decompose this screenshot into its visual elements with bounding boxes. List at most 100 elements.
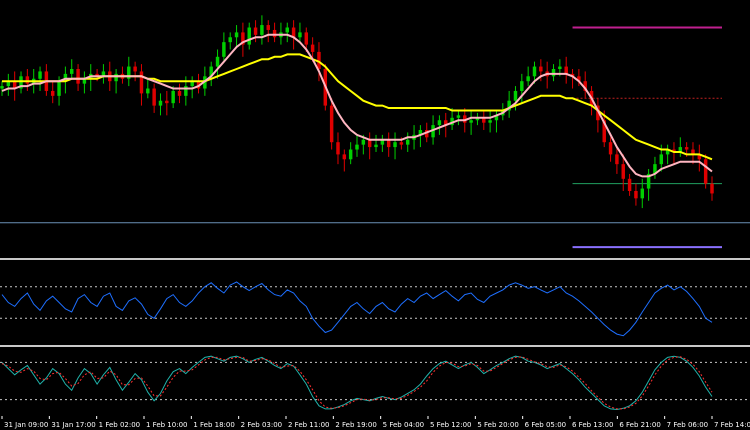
candle-body xyxy=(526,76,530,82)
x-tick-label: 2 Feb 19:00 xyxy=(335,421,376,429)
candle-body xyxy=(228,37,232,43)
candle-body xyxy=(583,81,587,91)
stoch-main-line xyxy=(1,355,713,411)
candle-body xyxy=(139,71,144,94)
candle-body xyxy=(146,88,150,94)
candle-body xyxy=(615,154,619,165)
candle-body xyxy=(336,142,340,155)
candle-body xyxy=(450,117,454,126)
candle-body xyxy=(133,66,137,72)
x-tick-label: 1 Feb 02:00 xyxy=(99,421,140,429)
candle-body xyxy=(342,154,347,160)
candle-body xyxy=(469,120,473,123)
x-tick-label: 7 Feb 14:00 xyxy=(714,421,750,429)
x-tick-label: 5 Feb 20:00 xyxy=(477,421,518,429)
candle-body xyxy=(253,27,258,35)
candle-body xyxy=(304,32,309,45)
candle-body xyxy=(114,73,118,82)
candle-body xyxy=(672,149,676,152)
candle-body xyxy=(418,130,423,135)
candle-body xyxy=(399,142,404,145)
candle-body xyxy=(665,149,670,155)
x-tick-label: 31 Jan 09:00 xyxy=(4,421,48,429)
candle-body xyxy=(50,90,55,96)
candle-body xyxy=(659,154,664,165)
ma-fast-line xyxy=(1,33,713,178)
candle-body xyxy=(298,32,302,38)
candle-body xyxy=(437,120,442,126)
candle-body xyxy=(329,105,334,143)
candle-body xyxy=(355,144,359,150)
candle-body xyxy=(634,191,638,199)
candle-body xyxy=(310,44,315,52)
candle-body xyxy=(596,105,600,121)
candle-body xyxy=(577,76,581,82)
candle-body xyxy=(101,71,106,77)
candle-body xyxy=(76,69,80,84)
candle-body xyxy=(222,42,226,57)
candle-body xyxy=(234,32,239,38)
candle-body xyxy=(564,66,568,74)
candle-body xyxy=(165,100,169,104)
candle-body xyxy=(697,154,702,160)
candle-body xyxy=(317,51,321,69)
rsi-pane xyxy=(0,281,750,337)
candle-body xyxy=(653,164,657,174)
candle-body xyxy=(152,88,156,106)
candle-body xyxy=(285,27,289,33)
candle-body xyxy=(678,147,683,152)
candle-body xyxy=(12,81,17,89)
x-tick-label: 31 Jan 17:00 xyxy=(51,421,95,429)
x-tick-label: 6 Feb 21:00 xyxy=(619,421,660,429)
candle-body xyxy=(266,25,270,30)
candle-body xyxy=(558,66,562,69)
candle-body xyxy=(6,81,11,87)
candle-body xyxy=(691,149,695,155)
candle-body xyxy=(405,139,410,145)
candle-body xyxy=(184,86,188,96)
candle-body xyxy=(291,27,296,38)
candle-body xyxy=(513,90,518,101)
candle-body xyxy=(25,76,30,84)
candle-body xyxy=(456,115,461,118)
candle-body xyxy=(177,90,182,96)
x-tick-label: 2 Feb 11:00 xyxy=(288,421,329,429)
candle-body xyxy=(463,115,467,123)
x-tick-label: 5 Feb 04:00 xyxy=(383,421,424,429)
candle-body xyxy=(380,139,385,145)
x-tick-label: 1 Feb 10:00 xyxy=(146,421,187,429)
candle-body xyxy=(507,100,511,111)
candle-body xyxy=(241,32,245,45)
candle-body xyxy=(532,66,537,77)
candle-body xyxy=(0,86,4,89)
candle-body xyxy=(82,78,87,84)
candle-body xyxy=(95,73,99,77)
stoch-signal-line xyxy=(1,356,713,410)
candle-body xyxy=(684,147,689,150)
candle-body xyxy=(348,149,353,160)
candle-body xyxy=(374,144,378,148)
candle-body xyxy=(19,76,23,89)
candle-body xyxy=(520,81,524,91)
candle-body xyxy=(209,66,213,77)
candle-body xyxy=(361,139,366,145)
rsi-line xyxy=(1,281,713,337)
x-tick-label: 6 Feb 05:00 xyxy=(525,421,566,429)
x-tick-label: 7 Feb 06:00 xyxy=(667,421,708,429)
candle-body xyxy=(127,66,131,79)
candle-body xyxy=(488,120,492,123)
candle-body xyxy=(215,56,220,67)
stochastic-pane xyxy=(0,355,750,411)
candle-body xyxy=(475,117,480,121)
candle-body xyxy=(431,125,435,138)
x-tick-label: 1 Feb 18:00 xyxy=(193,421,234,429)
candle-body xyxy=(393,142,397,148)
candle-body xyxy=(38,71,42,79)
candle-body xyxy=(627,178,632,191)
candle-body xyxy=(494,115,499,121)
candle-body xyxy=(272,29,277,38)
candle-body xyxy=(602,120,606,143)
x-tick-label: 5 Feb 12:00 xyxy=(430,421,471,429)
candle-body xyxy=(710,183,714,194)
